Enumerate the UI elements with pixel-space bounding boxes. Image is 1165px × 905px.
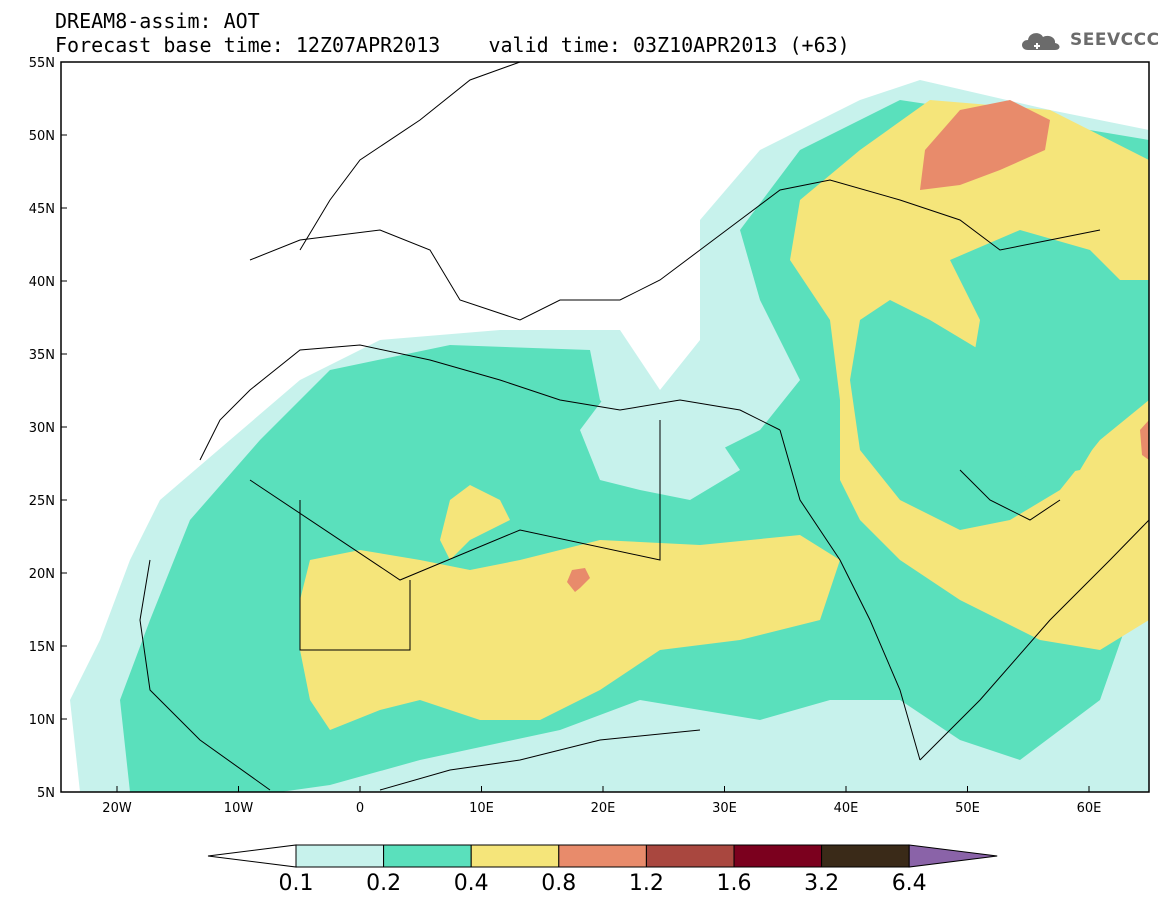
colorbar-label: 1.6 [716,871,752,896]
colorbar-swatch [558,844,647,868]
aot-field [61,62,1149,792]
colorbar-under-arrow [207,844,297,868]
colorbar [207,844,998,868]
lat-label: 45N [29,202,55,217]
colorbar-label: 0.2 [366,871,402,896]
colorbar-label: 3.2 [804,871,840,896]
lat-label: 55N [29,56,55,71]
colorbar-over-arrow [908,844,998,868]
chart-title: DREAM8-assim: AOT [55,9,260,33]
coastlines [139,62,1149,791]
colorbar-swatch [383,844,472,868]
colorbar-swatch [295,844,385,868]
colorbar-label: 0.4 [453,871,489,896]
lat-label: 50N [29,129,55,144]
chart-subtitle: Forecast base time: 12Z07APR2013 valid t… [55,33,850,57]
lat-label: 15N [29,640,55,655]
lat-label: 20N [29,567,55,582]
lat-label: 10N [29,713,55,728]
colorbar-swatch [733,844,823,868]
axis-ticks: 55N 50N 45N 40N 35N 30N 25N 20N 15N 10N 5N 20W 10W 0 1… [29,56,1102,816]
lat-label: 40N [29,275,55,290]
lon-label: 20E [591,801,616,816]
lon-label: 10W [224,801,254,816]
lat-label: 35N [29,348,55,363]
lat-label: 25N [29,494,55,509]
lon-label: 0 [356,801,364,816]
colorbar-label: 6.4 [891,871,927,896]
lat-label: 5N [37,786,55,801]
colorbar-label: 0.8 [541,871,577,896]
colorbar-swatch [470,844,560,868]
colorbar-label: 1.2 [628,871,664,896]
logo-text: SEEVCCC [1070,30,1160,50]
lon-label: 10E [469,801,494,816]
lat-label: 30N [29,421,55,436]
lon-label: 20W [102,801,132,816]
colorbar-swatch [821,844,910,868]
lon-label: 60E [1077,801,1102,816]
colorbar-label: 0.1 [278,871,314,896]
colorbar-swatch [645,844,735,868]
cloud-icon [1022,33,1060,50]
lon-label: 30E [712,801,737,816]
lon-label: 50E [955,801,980,816]
lon-label: 40E [834,801,859,816]
